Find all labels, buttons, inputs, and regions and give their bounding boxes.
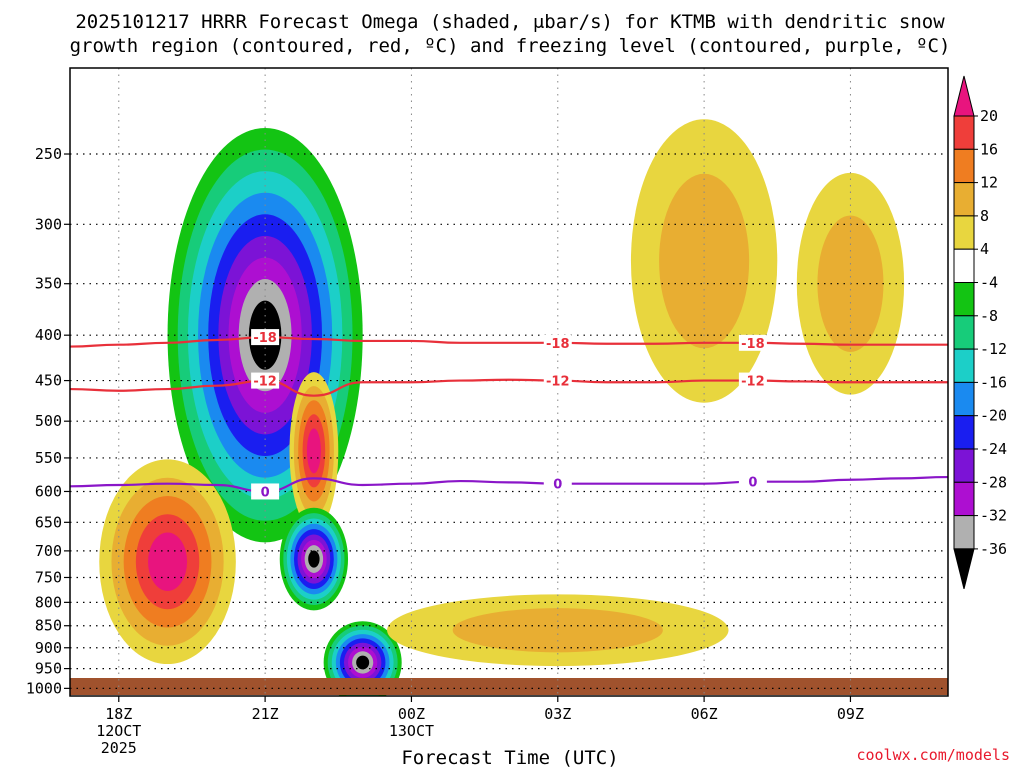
contour-freezing-level	[70, 475, 948, 493]
contour-label-bg	[738, 473, 767, 490]
omega-level-20	[148, 532, 188, 591]
colorbar-tick-label: -32	[980, 507, 1007, 525]
colorbar-bin-7	[953, 348, 975, 383]
chart-title-line1: 2025101217 HRRR Forecast Omega (shaded, …	[75, 11, 945, 33]
omega-level-20	[306, 428, 321, 474]
colorbar-tick-label: -8	[980, 307, 998, 325]
y-tick-label-650: 650	[35, 513, 62, 531]
colorbar-bin-3	[953, 215, 975, 250]
terrain-ground	[70, 678, 948, 695]
contour-label-bg	[738, 372, 767, 389]
colorbar-bin-10	[953, 448, 975, 483]
x-tick-label-21Z: 21Z	[252, 705, 279, 723]
contour-label-dendritic-bottom: -12	[741, 375, 765, 390]
colorbar-bin-5	[953, 282, 975, 317]
x-tick-label-00Z: 00Z	[398, 705, 425, 723]
contour-dendritic-bottom	[70, 378, 948, 397]
omega-feature-upper-subsidence-06z	[630, 119, 778, 403]
y-tick-label-950: 950	[35, 660, 62, 678]
contour-label-bg	[738, 334, 767, 351]
colorbar-tick-label: 12	[980, 174, 998, 192]
contour-label-bg	[251, 483, 280, 500]
x-tick-label-18Z: 18Z	[105, 705, 132, 723]
omega-feature-mid-level-subsidence	[289, 372, 339, 530]
colorbar-bin-11	[953, 481, 975, 517]
y-tick-label-500: 500	[35, 412, 62, 430]
omega-level--36	[308, 550, 320, 568]
x-axis-label: Forecast Time (UTC)	[401, 747, 618, 768]
contour-label-freezing-level: 0	[748, 476, 757, 491]
y-tick-label-400: 400	[35, 326, 62, 344]
contour-label-bg	[543, 334, 572, 351]
contour-label-bg	[251, 329, 280, 346]
omega-feature-low-level-subsidence	[99, 459, 236, 665]
colorbar-tick-label: -12	[980, 340, 1007, 358]
y-tick-label-550: 550	[35, 449, 62, 467]
y-tick-label-250: 250	[35, 145, 62, 163]
x-tick-label-03Z: 03Z	[544, 705, 571, 723]
y-tick-label-450: 450	[35, 372, 62, 390]
colorbar-tick-label: -36	[980, 540, 1007, 558]
colorbar-tick-label: -24	[980, 440, 1007, 458]
colorbar-tick-label: 8	[980, 207, 989, 225]
y-tick-label-750: 750	[35, 568, 62, 586]
y-tick-label-350: 350	[35, 275, 62, 293]
colorbar-arrow-bottom	[953, 548, 975, 590]
contour-label-dendritic-bottom: -12	[546, 375, 570, 390]
x-tick-date: 13OCT	[389, 722, 434, 740]
y-tick-label-900: 900	[35, 639, 62, 657]
colorbar-bin-12	[953, 515, 975, 550]
colorbar-bin-8	[953, 381, 975, 417]
colorbar-tick-label: -20	[980, 407, 1007, 425]
x-tick-label-09Z: 09Z	[837, 705, 864, 723]
colorbar-tick-label: -16	[980, 373, 1007, 391]
omega-level-8	[659, 173, 750, 349]
grid-lines	[70, 68, 948, 696]
omega-level-8	[452, 608, 663, 653]
colorbar-bin-4	[953, 248, 975, 283]
contour-lines: -18 -18 -18 -12 -12 -12 0 0 0	[70, 329, 948, 500]
colorbar-tick-label: -4	[980, 274, 998, 292]
y-axis: 250 300 350 400 450 500 550 600 650 700 750 800 850 9…	[26, 145, 70, 697]
x-tick-year: 2025	[101, 739, 137, 757]
omega-level--36	[356, 655, 370, 670]
colorbar: 20 16 12 8 4 -4 -8 -12 -16 -20 -24 -28 -32 -36	[953, 75, 1007, 590]
contour-label-bg	[251, 372, 280, 389]
colorbar-bin-0	[953, 115, 975, 150]
colorbar-tick-label: 4	[980, 240, 989, 258]
contour-label-dendritic-top: -18	[741, 337, 765, 352]
colorbar-tick-label: 20	[980, 107, 998, 125]
contour-label-freezing-level: 0	[261, 485, 270, 500]
colorbar-bin-1	[953, 148, 975, 184]
omega-feature-low-subsidence-band	[387, 594, 729, 667]
y-tick-label-300: 300	[35, 215, 62, 233]
contour-label-bg	[543, 475, 572, 492]
y-tick-label-850: 850	[35, 617, 62, 635]
y-tick-label-600: 600	[35, 482, 62, 500]
chart-title-line2: growth region (contoured, red, ºC) and f…	[70, 35, 951, 57]
colorbar-tick-label: -28	[980, 473, 1007, 491]
contour-label-dendritic-bottom: -12	[253, 375, 277, 390]
colorbar-tick-label: 16	[980, 140, 998, 158]
y-tick-label-1000: 1000	[26, 679, 62, 697]
contour-label-freezing-level: 0	[553, 478, 562, 493]
contour-label-bg	[543, 372, 572, 389]
y-tick-label-700: 700	[35, 542, 62, 560]
colorbar-arrow-top	[953, 75, 975, 117]
contour-label-dendritic-top: -18	[253, 331, 277, 346]
colorbar-bin-6	[953, 315, 975, 350]
omega-feature-low-ascent-cell-1	[279, 507, 349, 611]
contour-dendritic-top	[70, 335, 948, 348]
colorbar-bin-9	[953, 415, 975, 450]
x-tick-label-06Z: 06Z	[691, 705, 718, 723]
y-tick-label-800: 800	[35, 593, 62, 611]
x-tick-date: 12OCT	[96, 722, 141, 740]
omega-shading	[99, 119, 905, 696]
colorbar-bin-2	[953, 182, 975, 217]
contour-label-dendritic-top: -18	[546, 337, 570, 352]
plot-frame	[69, 67, 949, 697]
credit-link[interactable]: coolwx.com/models	[856, 746, 1010, 764]
